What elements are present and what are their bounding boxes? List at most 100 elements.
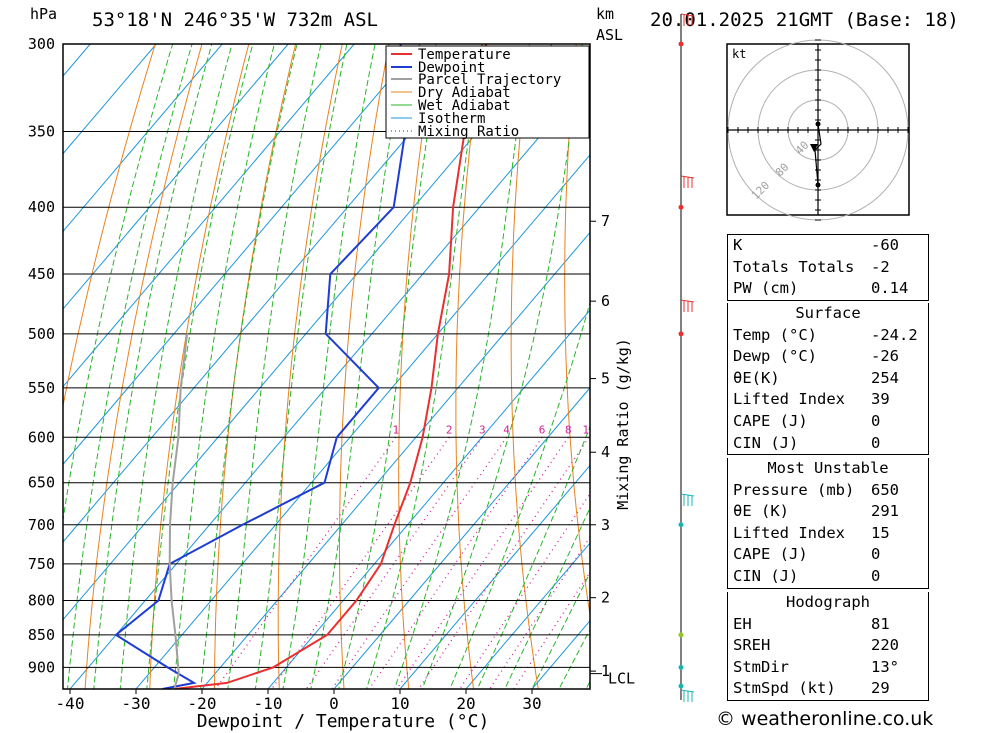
- run-time: 20.01.2025 21GMT (Base: 18): [650, 9, 959, 31]
- surface-title: Surface: [795, 304, 861, 322]
- isotherm-line: [63, 44, 487, 543]
- mu-cin-value: 0: [871, 566, 881, 585]
- plot-frame: [62, 43, 591, 690]
- surface-dewp-value: -26: [871, 347, 899, 366]
- wet-adiabat-line: [93, 44, 213, 689]
- dry-adiabat-line: [455, 44, 484, 689]
- location-title: 53°18'N 246°35'W 732m ASL: [92, 9, 378, 31]
- wet-adiabat-line: [421, 44, 583, 689]
- dry-adiabat-line: [950, 44, 1000, 692]
- legend-isotherm: Isotherm: [418, 111, 485, 127]
- isotherm-line: [63, 44, 421, 466]
- pressure-tick-label: 450: [28, 265, 55, 283]
- dry-adiabat-line: [214, 44, 297, 689]
- stmspd-value: 29: [871, 679, 890, 698]
- surface-li-value: 39: [871, 390, 890, 409]
- legend-parcel: Parcel Trajectory: [418, 72, 561, 88]
- isotherm-line: [267, 309, 590, 689]
- surface-dewp-label: Dewp (°C): [733, 347, 817, 366]
- mixing-ratio-label: 4: [503, 423, 510, 436]
- asl-unit: ASL: [596, 26, 623, 44]
- km-tick-label: 5: [601, 370, 610, 388]
- isotherm-line: [69, 76, 590, 689]
- surface-cin-label: CIN (J): [733, 433, 799, 452]
- legend-mixing-ratio: Mixing Ratio: [418, 124, 519, 140]
- legend-wet-adiabat: Wet Adiabat: [418, 98, 511, 114]
- isotherm-line: [63, 44, 289, 310]
- mu-cin-label: CIN (J): [733, 566, 799, 585]
- legend-dry-adiabat: Dry Adiabat: [418, 85, 511, 101]
- wind-barb: [680, 175, 695, 188]
- pressure-tick-label: 700: [28, 516, 55, 534]
- pressure-tick-label: 500: [28, 325, 55, 343]
- storm-motion-marker: [810, 144, 818, 152]
- surface-theta-value: 254: [871, 368, 899, 387]
- tt-label: Totals Totals: [733, 257, 855, 276]
- profiles: [114, 44, 488, 689]
- mixing-ratio-line: [458, 492, 590, 689]
- series-dewpoint: [114, 44, 407, 689]
- wind-barb: [680, 13, 695, 26]
- mixing-ratio-label: 20: [650, 423, 663, 436]
- mu-pres-value: 650: [871, 480, 899, 499]
- km-unit: km: [596, 5, 614, 23]
- wind-dot: [678, 632, 684, 638]
- mu-cape-label: CAPE (J): [733, 545, 808, 564]
- pw-value: 0.14: [871, 279, 909, 298]
- dry-adiabat-line: [84, 44, 203, 689]
- x-tick-label: -40: [56, 694, 85, 713]
- wind-barb: [680, 299, 695, 312]
- pressure-tick-label: 600: [28, 428, 55, 446]
- lcl-label: LCL: [608, 670, 635, 688]
- isotherm-line: [63, 44, 157, 155]
- stmspd-label: StmSpd (kt): [733, 679, 836, 698]
- surface-cape-label: CAPE (J): [733, 411, 808, 430]
- hodograph-point: [815, 121, 821, 127]
- hodograph-trace: [814, 123, 822, 186]
- pressure-tick-label: 300: [28, 35, 55, 53]
- mixing-ratio-axis-label: Mixing Ratio (g/kg): [614, 338, 632, 510]
- mixing-ratio-line: [214, 436, 397, 689]
- pressure-tick-label: 400: [28, 198, 55, 216]
- surface-theta-label: θE(K): [733, 368, 780, 387]
- x-tick-label: 10: [390, 694, 409, 713]
- pressure-tick-label: 900: [28, 658, 55, 676]
- mixing-ratio-label: 8: [565, 423, 572, 436]
- eh-value: 81: [871, 614, 890, 633]
- x-tick-label: -20: [188, 694, 217, 713]
- mixing-ratio-line: [417, 436, 590, 689]
- km-tick-label: 2: [601, 589, 610, 607]
- mixing-ratio-line: [512, 571, 590, 689]
- wind-profile: [678, 13, 695, 702]
- wind-dot: [678, 522, 684, 528]
- legend-temperature: Temperature: [418, 47, 511, 63]
- legend: Temperature Dewpoint Parcel Trajectory D…: [385, 45, 590, 140]
- hpa-unit: hPa: [30, 5, 57, 23]
- mu-li-value: 15: [871, 523, 890, 542]
- wind-dot: [678, 331, 684, 337]
- series-parcel-trajectory: [168, 333, 189, 689]
- hodo-title: Hodograph: [786, 593, 870, 611]
- wet-adiabat-line: [173, 44, 275, 689]
- isotherm-line: [63, 44, 553, 621]
- dry-adiabat-line: [63, 44, 156, 409]
- x-tick-label: 0: [329, 694, 339, 713]
- wind-dot: [678, 664, 684, 670]
- mixing-ratio-label: 3: [479, 423, 486, 436]
- tt-value: -2: [871, 257, 890, 276]
- mixing-ratio-label: 1: [392, 423, 399, 436]
- credit-link[interactable]: © weatheronline.co.uk: [716, 708, 934, 730]
- wet-adiabat-line: [146, 44, 254, 689]
- surface-cape-value: 0: [871, 411, 881, 430]
- wind-dot: [678, 204, 684, 210]
- sreh-label: SREH: [733, 636, 771, 655]
- mu-cape-value: 0: [871, 545, 881, 564]
- mixing-ratio-label: 25: [672, 423, 685, 436]
- stmdir-value: 13°: [871, 657, 899, 676]
- surface-cin-value: 0: [871, 433, 881, 452]
- wind-dot: [678, 41, 684, 47]
- wet-adiabat-line: [254, 44, 348, 689]
- isotherm-line: [465, 542, 590, 689]
